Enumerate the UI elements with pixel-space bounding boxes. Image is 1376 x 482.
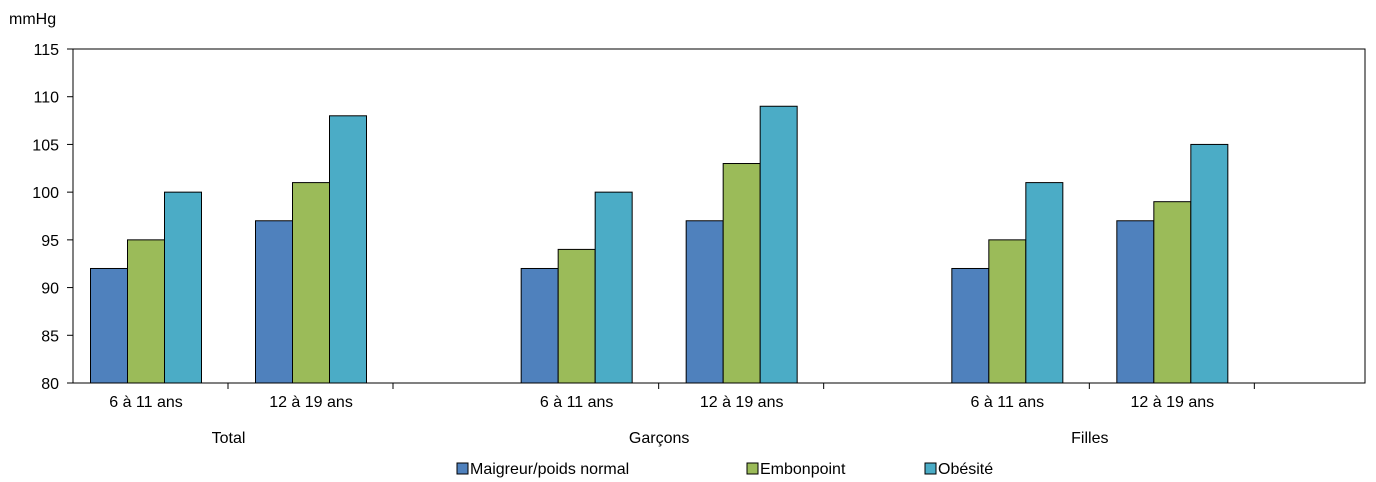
- bar: [1116, 220, 1155, 384]
- bar: [1190, 143, 1229, 384]
- y-tick-label: 80: [41, 376, 59, 393]
- group-label: Total: [212, 430, 246, 447]
- bar: [722, 163, 761, 384]
- legend-swatch: [456, 462, 469, 475]
- bar: [685, 220, 724, 384]
- bar: [1153, 201, 1192, 384]
- bar: [90, 267, 128, 384]
- y-tick-label: 85: [41, 328, 59, 345]
- bars: [90, 105, 1229, 384]
- x-tick-label: 12 à 19 ans: [700, 394, 784, 411]
- bar: [255, 220, 293, 384]
- x-tick-label: 12 à 19 ans: [1131, 394, 1215, 411]
- x-tick-label: 6 à 11 ans: [971, 394, 1045, 411]
- legend-swatch: [746, 462, 759, 475]
- bar: [759, 105, 798, 384]
- group-label: Filles: [1071, 430, 1108, 447]
- y-tick-label: 100: [32, 185, 59, 202]
- bar: [164, 191, 202, 384]
- legend-swatch: [924, 462, 937, 475]
- x-tick-label: 6 à 11 ans: [109, 394, 183, 411]
- y-tick-label: 105: [32, 137, 59, 154]
- bar: [520, 267, 559, 384]
- legend-label: Embonpoint: [760, 461, 846, 478]
- y-tick-label: 115: [33, 42, 59, 59]
- y-tick-label: 110: [33, 90, 59, 107]
- bar: [594, 191, 633, 384]
- group-label: Garçons: [629, 430, 689, 447]
- bar: [292, 182, 330, 384]
- x-tick-label: 6 à 11 ans: [540, 394, 614, 411]
- x-axis: 6 à 11 ans 12 à 19 ans 6 à 11 ans 12 à 19 a…: [109, 383, 1255, 447]
- bar: [988, 239, 1027, 384]
- bar: [1025, 182, 1064, 384]
- y-axis-label: mmHg: [9, 11, 56, 28]
- y-tick-label: 90: [41, 281, 59, 298]
- x-tick-label: 12 à 19 ans: [269, 394, 353, 411]
- legend-label: Maigreur/poids normal: [470, 461, 629, 478]
- bar: [329, 115, 367, 384]
- bar: [951, 267, 990, 384]
- bar: [557, 248, 596, 384]
- bar: [127, 239, 165, 384]
- legend-label: Obésité: [938, 461, 993, 478]
- legend: Maigreur/poids normal Embonpoint Obésité: [456, 461, 993, 478]
- y-tick-label: 95: [41, 233, 59, 250]
